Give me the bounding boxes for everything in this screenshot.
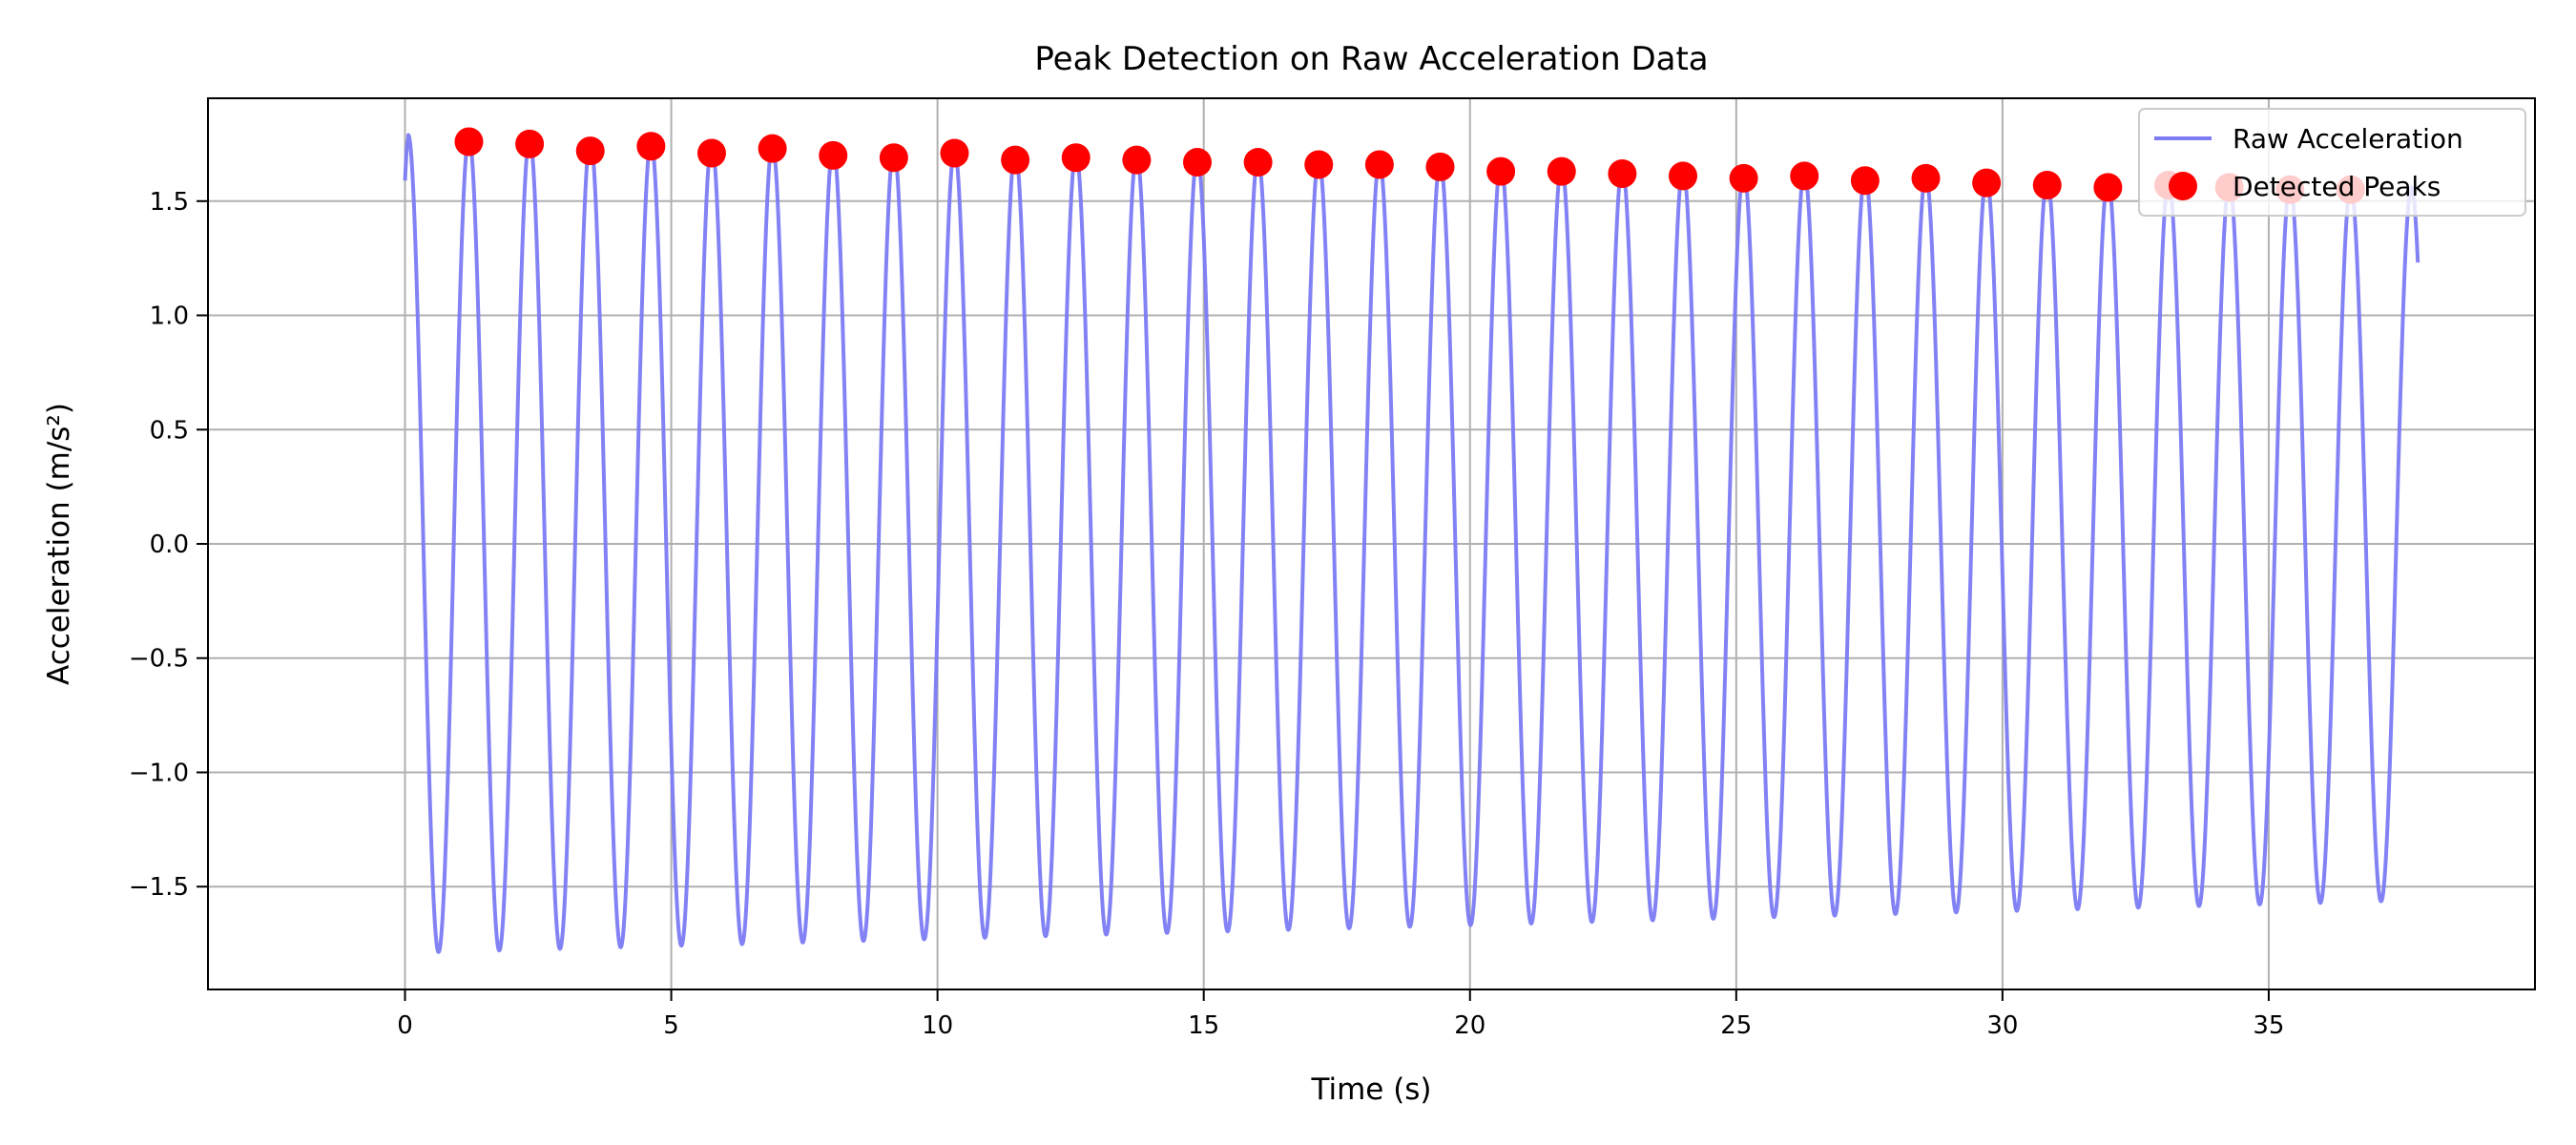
detected-peak-marker bbox=[696, 138, 726, 168]
detected-peak-marker bbox=[940, 138, 969, 168]
detected-peak-marker bbox=[2093, 173, 2123, 202]
detected-peak-marker bbox=[1669, 161, 1698, 191]
x-tick-label: 15 bbox=[1188, 1011, 1219, 1040]
legend-label-detected-peaks: Detected Peaks bbox=[2233, 171, 2441, 202]
y-tick-label: 0.5 bbox=[150, 416, 189, 445]
detected-peak-marker bbox=[1061, 143, 1091, 173]
detected-peak-marker bbox=[1486, 156, 1516, 186]
x-tick-label: 5 bbox=[663, 1011, 679, 1040]
detected-peak-marker bbox=[1850, 166, 1880, 196]
legend: Raw Acceleration Detected Peaks bbox=[2138, 108, 2526, 217]
detected-peak-marker bbox=[879, 143, 908, 173]
detected-peak-marker bbox=[1608, 159, 1637, 189]
detected-peak-marker bbox=[575, 136, 605, 166]
detected-peak-marker bbox=[819, 140, 848, 170]
x-tick-label: 10 bbox=[922, 1011, 953, 1040]
y-tick-label: 0.0 bbox=[150, 531, 189, 559]
detected-peak-marker bbox=[1972, 168, 2002, 198]
detected-peak-marker bbox=[1911, 163, 1941, 193]
legend-marker-swatch bbox=[2169, 172, 2197, 200]
y-tick-label: −0.5 bbox=[129, 645, 189, 674]
y-tick-label: 1.0 bbox=[150, 302, 189, 331]
detected-peak-marker bbox=[1243, 148, 1273, 177]
detected-peak-marker bbox=[1364, 150, 1394, 179]
x-tick-label: 25 bbox=[1720, 1011, 1752, 1040]
detected-peak-marker bbox=[454, 127, 484, 156]
y-tick-label: 1.5 bbox=[150, 188, 189, 217]
x-tick-label: 30 bbox=[1986, 1011, 2018, 1040]
y-tick-label: −1.5 bbox=[129, 873, 189, 902]
detected-peak-marker bbox=[758, 134, 787, 163]
legend-box bbox=[2138, 108, 2526, 217]
ticks: 0 5 10 15 20 25 30 35 −1.5 −1.0 −0.5 0.0 0.5 1.0 1.5 bbox=[129, 188, 2285, 1040]
detected-peak-marker bbox=[515, 129, 545, 158]
plot-area bbox=[403, 127, 2420, 954]
x-tick-label: 35 bbox=[2253, 1011, 2284, 1040]
x-axis-label: Time (s) bbox=[1310, 1072, 1431, 1107]
raw-acceleration-line bbox=[403, 133, 2420, 954]
detected-peak-marker bbox=[636, 132, 666, 161]
x-tick-label: 0 bbox=[397, 1011, 413, 1040]
chart-title: Peak Detection on Raw Acceleration Data bbox=[1034, 40, 1708, 78]
detected-peak-marker bbox=[1304, 150, 1334, 179]
detected-peak-marker bbox=[1182, 148, 1212, 177]
detected-peak-marker bbox=[1425, 152, 1455, 181]
legend-label-raw-acceleration: Raw Acceleration bbox=[2233, 123, 2463, 155]
x-tick-label: 20 bbox=[1454, 1011, 1485, 1040]
detected-peak-marker bbox=[1001, 145, 1030, 175]
detected-peak-marker bbox=[1790, 161, 1819, 191]
detected-peak-marker bbox=[2032, 171, 2062, 200]
y-tick-label: −1.0 bbox=[129, 759, 189, 787]
detected-peak-marker bbox=[1729, 163, 1758, 193]
detected-peak-marker bbox=[1547, 156, 1576, 186]
detected-peak-marker bbox=[1122, 145, 1152, 175]
y-axis-label: Acceleration (m/s²) bbox=[42, 403, 76, 685]
